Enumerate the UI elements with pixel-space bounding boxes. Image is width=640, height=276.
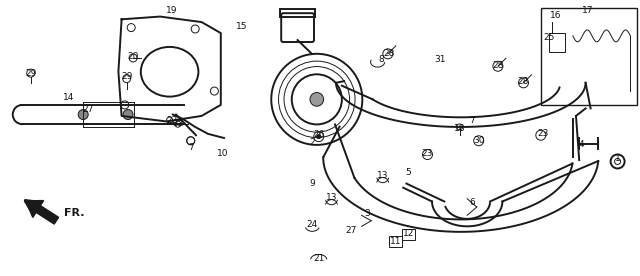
Text: 12: 12 [403,229,414,238]
Text: 23: 23 [537,129,548,138]
Text: 21: 21 [313,254,324,263]
Text: 7: 7 [188,143,193,152]
Text: 24: 24 [307,221,318,229]
Text: 28: 28 [518,77,529,86]
Text: 11: 11 [390,237,401,246]
Circle shape [78,110,88,120]
Text: 13: 13 [326,193,337,202]
Text: 7: 7 [470,116,475,124]
Circle shape [310,92,324,106]
Text: 17: 17 [582,6,593,15]
Text: 5: 5 [406,168,411,177]
Text: 27: 27 [83,105,94,113]
Bar [402,229,415,240]
Text: 16: 16 [550,11,561,20]
Text: 20: 20 [127,52,139,61]
Text: 1: 1 [615,154,620,163]
Text: 2: 2 [310,138,315,147]
Text: 8: 8 [378,55,383,64]
Text: 3: 3 [364,209,369,218]
Bar [389,236,402,247]
Text: 19: 19 [166,6,177,15]
Bar [541,8,637,105]
Text: 28: 28 [492,61,504,70]
Text: 4: 4 [579,140,584,149]
Text: 25: 25 [543,33,555,42]
Circle shape [317,135,321,139]
Text: 6: 6 [470,198,475,207]
Circle shape [123,110,133,120]
Text: 29: 29 [121,72,132,81]
Text: 30: 30 [473,136,484,145]
Bar [549,33,565,52]
Bar [280,9,315,17]
Text: 32: 32 [172,119,184,128]
Text: 9: 9 [310,179,315,188]
Text: 15: 15 [236,22,248,31]
FancyArrow shape [26,201,59,224]
Text: FR.: FR. [65,208,85,218]
Text: 22: 22 [166,116,177,124]
Text: 23: 23 [422,149,433,158]
Text: 13: 13 [377,171,388,180]
Text: 28: 28 [383,49,395,58]
Text: 18: 18 [454,124,465,133]
Text: 27: 27 [345,226,356,235]
Text: 26: 26 [313,130,324,139]
Text: 29: 29 [25,69,36,78]
Text: 14: 14 [63,94,75,102]
Text: 31: 31 [435,55,446,64]
Text: 10: 10 [217,149,228,158]
